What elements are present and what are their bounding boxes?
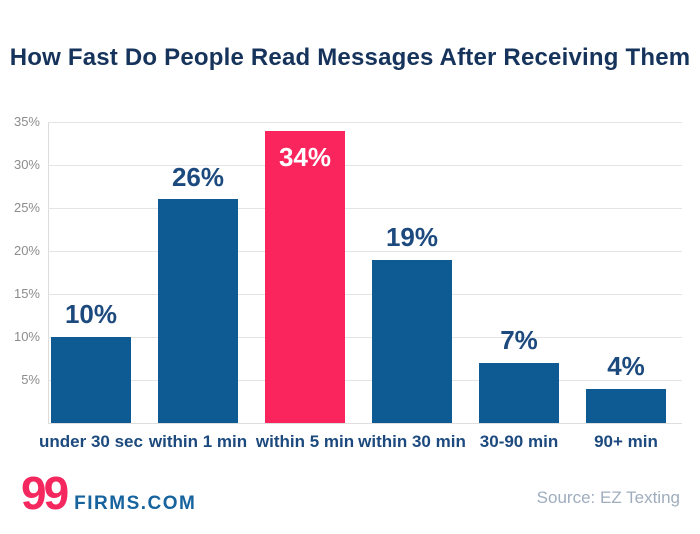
bar <box>372 259 452 423</box>
bar-value-label: 19% <box>385 221 439 252</box>
chart-title: How Fast Do People Read Messages After R… <box>9 44 691 71</box>
bar-column: 7% 30-90 min <box>479 122 559 451</box>
bar <box>51 337 131 423</box>
source-text: Source: EZ Texting <box>536 488 680 507</box>
x-axis-category-label: 90+ min <box>594 432 658 451</box>
y-axis-tick-label: 35% <box>13 114 40 129</box>
bar <box>158 199 238 423</box>
y-axis-tick-label: 30% <box>13 157 40 172</box>
gridline <box>48 337 682 338</box>
bar-value-label: 34% <box>278 141 332 172</box>
gridline <box>48 294 682 295</box>
99firms-logo: 99 FIRMS.COM <box>21 470 196 516</box>
bar-column: 10% under 30 sec <box>39 122 143 451</box>
bar-column: 19% within 30 min <box>358 122 466 451</box>
bar-value-label: 4% <box>607 350 645 381</box>
bar <box>586 388 666 423</box>
bar-column: 4% 90+ min <box>586 122 666 451</box>
gridline <box>48 165 682 166</box>
y-axis-tick-label: 25% <box>13 200 40 215</box>
x-axis-category-label: under 30 sec <box>39 432 143 451</box>
gridline <box>48 122 682 123</box>
x-axis-line <box>48 423 682 424</box>
y-axis-tick-label: 20% <box>13 243 40 258</box>
y-axis-line <box>48 122 49 423</box>
bar-column: 34% within 5 min <box>256 122 354 451</box>
x-axis-category-label: 30-90 min <box>479 432 559 451</box>
gridline <box>48 380 682 381</box>
bar-column: 26% within 1 min <box>149 122 247 451</box>
bar-value-label: 7% <box>500 324 538 355</box>
logo-firms-text: FIRMS.COM <box>74 493 197 514</box>
bar <box>479 362 559 423</box>
plot-area: 10% under 30 sec 26% within 1 min 34% within … <box>14 114 682 451</box>
y-axis-tick-label: 10% <box>13 329 40 344</box>
highlighted-bar <box>265 130 345 423</box>
bar-value-label: 10% <box>64 299 118 330</box>
x-axis-category-label: within 1 min <box>148 432 248 451</box>
y-axis-tick-label: 15% <box>13 286 40 301</box>
gridline <box>48 208 682 209</box>
logo-99-text: 99 <box>21 467 69 519</box>
x-axis-category-label: within 30 min <box>358 432 466 451</box>
bars-container: 10% under 30 sec 26% within 1 min 34% within … <box>39 122 682 451</box>
gridline <box>48 251 682 252</box>
bar-value-label: 26% <box>171 161 225 192</box>
y-axis-tick-label: 5% <box>21 372 40 387</box>
x-axis-category-label: within 5 min <box>255 432 355 451</box>
